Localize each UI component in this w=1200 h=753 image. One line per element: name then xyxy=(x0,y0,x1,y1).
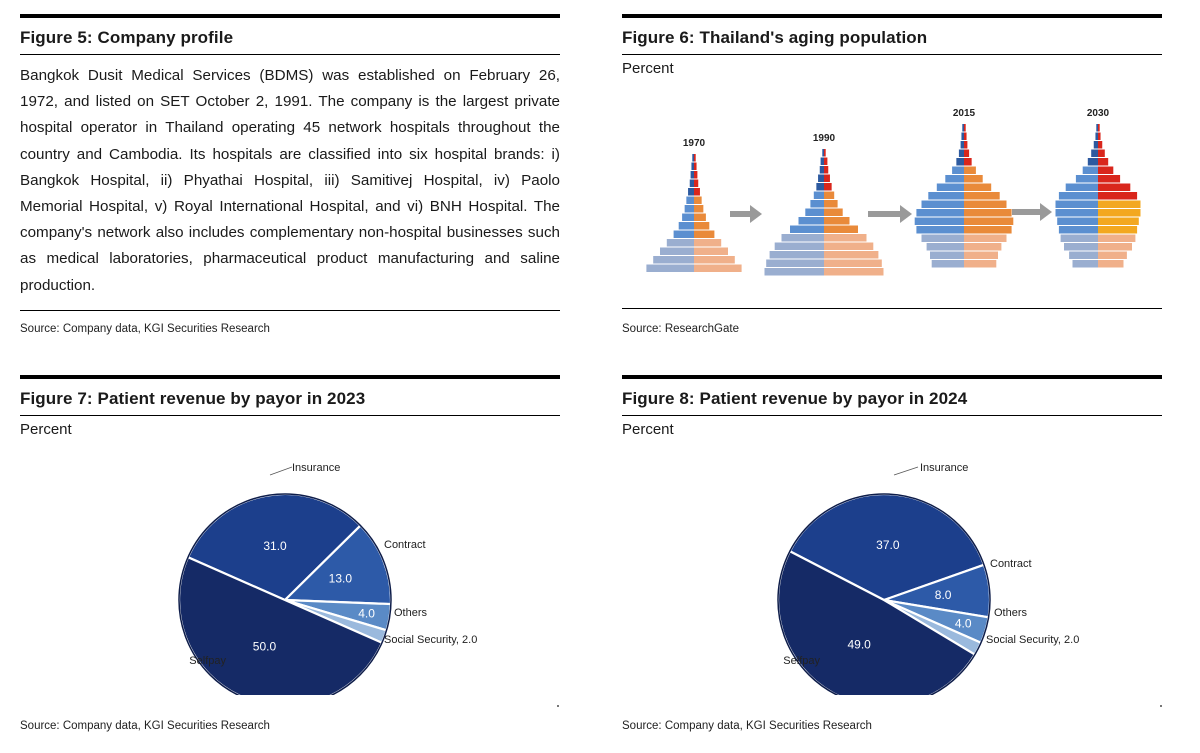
population-pyramids-chart: 1970 1990 2015 2030 xyxy=(646,108,1141,276)
figure-6-panel: Figure 6: Thailand's aging population Pe… xyxy=(622,14,1162,335)
pie-value-label-others: 4.0 xyxy=(358,607,375,621)
title-rule xyxy=(20,54,560,55)
figure-5-panel: Figure 5: Company profile Bangkok Dusit … xyxy=(20,14,560,335)
source-note: Source: Company data, KGI Securities Res… xyxy=(622,720,872,732)
pie-value-label-others: 4.0 xyxy=(955,617,972,631)
title-rule xyxy=(622,54,1162,55)
pyramid-1990: 1990 xyxy=(764,133,884,276)
page-artifact-dot xyxy=(1160,705,1162,707)
company-profile-text: Bangkok Dusit Medical Services (BDMS) wa… xyxy=(20,67,560,294)
pyramid-year-label: 1990 xyxy=(813,133,836,144)
leader-line xyxy=(893,466,919,476)
payor-pie-chart-2023: 31.0 13.0 4.0 50.0 Insurance Contract Others So… xyxy=(177,462,477,695)
pyramid-year-label: 2030 xyxy=(1087,108,1110,119)
pie-outline xyxy=(777,493,991,695)
figure-8-panel: Figure 8: Patient revenue by payor in 20… xyxy=(622,375,1162,732)
pie-value-label-selfpay: 49.0 xyxy=(847,637,871,651)
title-rule xyxy=(20,415,560,416)
pyramid-year-label: 1970 xyxy=(683,138,706,149)
title-rule xyxy=(622,415,1162,416)
bottom-rule xyxy=(20,310,560,311)
pie-category-label-contract: Contract xyxy=(384,539,426,551)
arrow-icon xyxy=(868,205,912,223)
figure-title: Figure 6: Thailand's aging population xyxy=(622,28,928,47)
pyramid-2015: 2015 xyxy=(914,108,1014,268)
pie-value-label-insurance: 31.0 xyxy=(263,539,287,553)
top-rule xyxy=(622,375,1162,379)
bottom-rule xyxy=(622,308,1162,309)
pyramid-2030: 2030 xyxy=(1055,108,1141,268)
figure-title: Figure 7: Patient revenue by payor in 20… xyxy=(20,389,366,408)
pie-value-label-contract: 13.0 xyxy=(329,572,353,586)
pyramid-year-label: 2015 xyxy=(953,108,976,119)
top-rule xyxy=(20,14,560,18)
top-rule xyxy=(20,375,560,379)
unit-label: Percent xyxy=(622,60,674,77)
figure-7-panel: Figure 7: Patient revenue by payor in 20… xyxy=(20,375,560,732)
top-rule xyxy=(622,14,1162,18)
arrow-icon xyxy=(1012,203,1052,221)
pyramid-1970: 1970 xyxy=(646,138,742,272)
pie-category-label-social-security: Social Security, 2.0 xyxy=(986,634,1079,646)
figure-title: Figure 5: Company profile xyxy=(20,28,234,47)
unit-label: Percent xyxy=(622,421,674,438)
figure-title: Figure 8: Patient revenue by payor in 20… xyxy=(622,389,968,408)
payor-pie-chart-2024: 37.0 8.0 4.0 49.0 Insurance Contract Others Soc… xyxy=(776,462,1079,695)
page-artifact-dot xyxy=(557,705,559,707)
pie-outline xyxy=(178,493,392,695)
arrow-icon xyxy=(730,205,762,223)
pie-value-label-selfpay: 50.0 xyxy=(253,640,277,654)
pie-category-label-others: Others xyxy=(994,607,1028,619)
pie-category-label-insurance: Insurance xyxy=(920,462,968,474)
pie-category-label-selfpay: Selfpay xyxy=(783,655,820,667)
source-note: Source: Company data, KGI Securities Res… xyxy=(20,323,270,335)
leader-line xyxy=(269,466,293,476)
source-note: Source: ResearchGate xyxy=(622,323,739,335)
source-note: Source: Company data, KGI Securities Res… xyxy=(20,720,270,732)
pie-category-label-contract: Contract xyxy=(990,558,1032,570)
unit-label: Percent xyxy=(20,421,72,438)
pie-value-label-contract: 8.0 xyxy=(935,588,952,602)
pie-category-label-others: Others xyxy=(394,607,428,619)
pie-category-label-insurance: Insurance xyxy=(292,462,340,474)
pie-category-label-selfpay: Selfpay xyxy=(189,655,226,667)
pie-value-label-insurance: 37.0 xyxy=(876,538,900,552)
pie-category-label-social-security: Social Security, 2.0 xyxy=(384,634,477,646)
